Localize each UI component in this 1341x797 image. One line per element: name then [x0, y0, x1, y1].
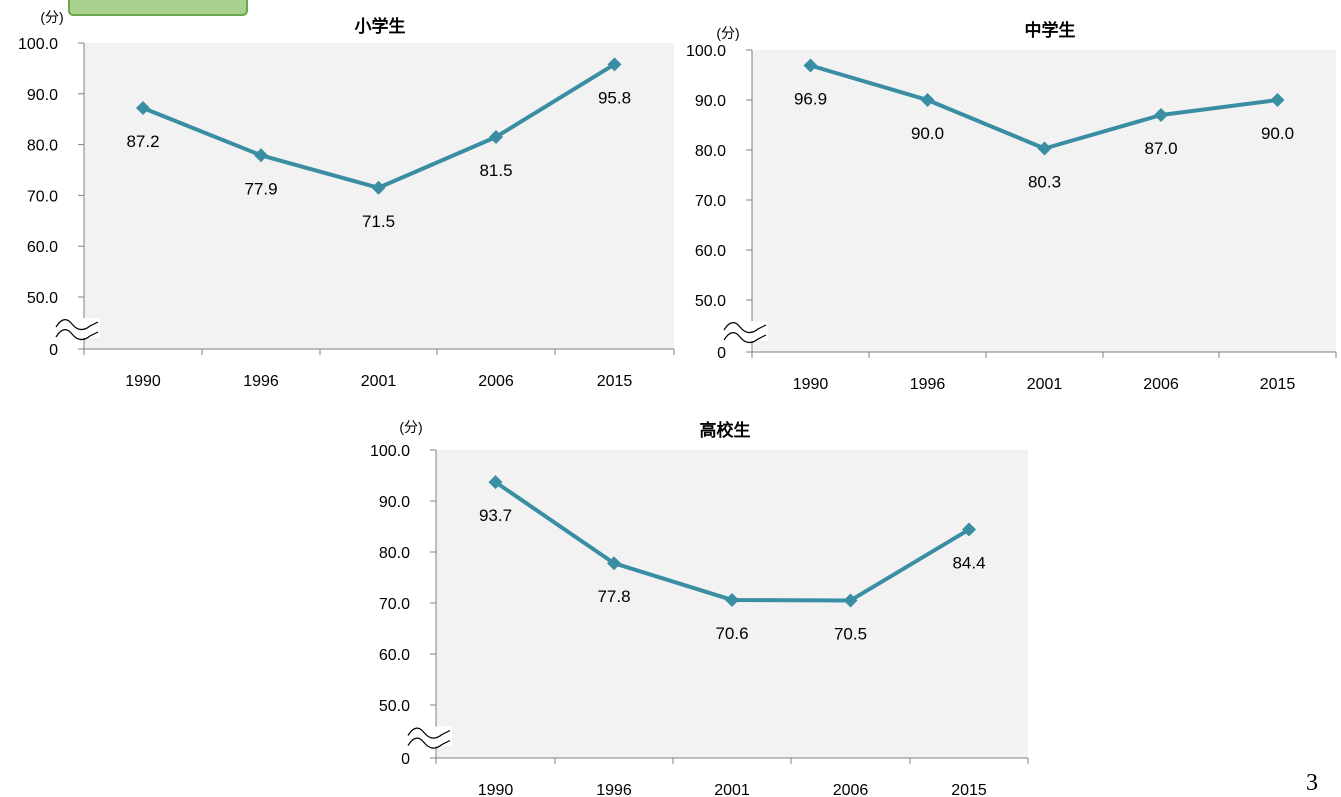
- data-point: [1037, 141, 1052, 156]
- y-tick-label: 90.0: [379, 494, 410, 511]
- data-point: [962, 522, 976, 537]
- y-tick-label: 100.0: [686, 43, 726, 60]
- green-tab-decoration: [68, 0, 248, 16]
- x-tick-label: 2006: [478, 373, 514, 390]
- x-tick-label: 2015: [597, 373, 633, 390]
- y-tick-label: 60.0: [695, 243, 726, 260]
- y-tick-label: 50.0: [695, 293, 726, 310]
- y-tick-label: 100.0: [370, 443, 410, 460]
- y-tick-label: 70.0: [695, 193, 726, 210]
- plot-area: [752, 50, 1336, 352]
- data-point: [489, 129, 503, 144]
- data-point: [371, 180, 386, 195]
- y-tick-label: 80.0: [379, 545, 410, 562]
- data-label: 87.0: [1144, 139, 1177, 158]
- x-tick-label: 2015: [1260, 376, 1296, 393]
- plot-area: [84, 43, 674, 349]
- data-label: 93.7: [479, 506, 512, 525]
- unit-label: (分): [399, 419, 422, 435]
- y-tick-label: 70.0: [379, 596, 410, 613]
- x-tick-label: 2006: [833, 782, 869, 797]
- data-point: [136, 101, 150, 116]
- data-point: [254, 148, 268, 163]
- y-tick-label: 50.0: [27, 290, 58, 307]
- x-tick-label: 1996: [910, 376, 946, 393]
- x-tick-label: 1990: [793, 376, 829, 393]
- unit-label: (分): [40, 9, 63, 25]
- x-tick-label: 2001: [1027, 376, 1063, 393]
- data-point: [725, 592, 739, 607]
- data-label: 80.3: [1028, 173, 1061, 192]
- data-point: [803, 58, 818, 73]
- data-label: 90.0: [911, 124, 944, 143]
- x-tick-label: 2001: [714, 782, 750, 797]
- data-label: 95.8: [598, 88, 631, 107]
- data-point: [488, 475, 503, 490]
- y-tick-label: 90.0: [27, 87, 58, 104]
- y-tick-label: 50.0: [379, 698, 410, 715]
- data-label: 87.2: [126, 132, 159, 151]
- y-tick-label: 0: [401, 751, 410, 768]
- y-tick-label: 90.0: [695, 93, 726, 110]
- y-tick-label: 80.0: [27, 138, 58, 155]
- y-tick-label: 60.0: [379, 647, 410, 664]
- x-tick-label: 2001: [361, 373, 397, 390]
- data-label: 90.0: [1261, 124, 1294, 143]
- chart-title: 高校生: [700, 420, 751, 440]
- data-label: 70.5: [834, 624, 867, 643]
- data-point: [920, 93, 935, 107]
- chart-title: 小学生: [355, 16, 406, 36]
- data-label: 70.6: [715, 624, 748, 643]
- data-label: 77.8: [597, 587, 630, 606]
- data-point: [607, 57, 622, 72]
- axis-break-wave: [407, 737, 451, 749]
- x-tick-label: 2006: [1143, 376, 1179, 393]
- axis-break-wave: [55, 319, 99, 331]
- y-tick-label: 70.0: [27, 188, 58, 205]
- data-point: [607, 556, 621, 571]
- y-tick-label: 0: [49, 342, 58, 359]
- data-label: 71.5: [362, 212, 395, 231]
- axis-break-wave: [723, 332, 767, 344]
- y-tick-label: 80.0: [695, 143, 726, 160]
- unit-label: (分): [716, 25, 739, 41]
- x-tick-label: 1990: [478, 782, 514, 797]
- axis-break-wave: [723, 322, 767, 334]
- y-tick-label: 60.0: [27, 239, 58, 256]
- y-tick-label: 0: [717, 345, 726, 362]
- x-tick-label: 1996: [243, 373, 279, 390]
- chart-title: 中学生: [1025, 20, 1076, 40]
- data-point: [1154, 108, 1168, 122]
- data-label: 84.4: [952, 554, 985, 573]
- data-label: 81.5: [479, 161, 512, 180]
- data-label: 96.9: [794, 90, 827, 109]
- x-tick-label: 1990: [125, 373, 161, 390]
- axis-break-wave: [55, 329, 99, 341]
- page-number: 3: [1306, 770, 1318, 796]
- data-label: 77.9: [244, 179, 277, 198]
- data-point: [843, 593, 858, 608]
- x-tick-label: 1996: [596, 782, 632, 797]
- y-tick-label: 100.0: [18, 36, 58, 53]
- x-tick-label: 2015: [951, 782, 987, 797]
- data-point: [1270, 93, 1285, 107]
- axis-break-wave: [407, 727, 451, 739]
